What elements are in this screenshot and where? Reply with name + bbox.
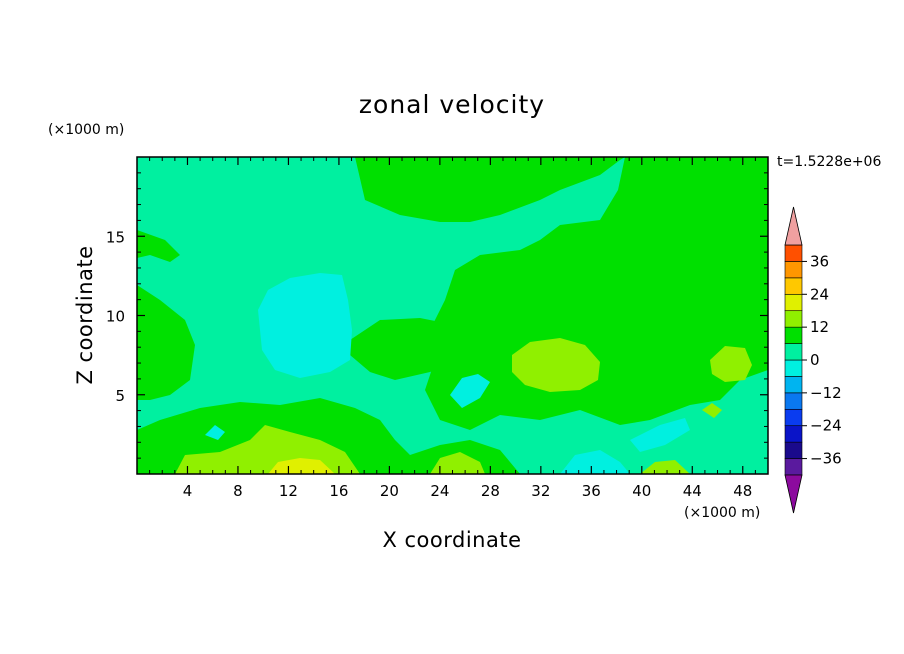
field-positive-upper-left-region [355,157,625,222]
x-tick-label: 4 [183,482,193,500]
y-tick-label: 10 [106,308,125,326]
x-tick-label: 28 [481,482,500,500]
colorbar-segment [784,277,803,295]
colorbar-segment [784,441,803,459]
x-tick-label: 8 [233,482,243,500]
x-unit-label: (×1000 m) [684,505,760,521]
field-positive-right-pocket [710,346,752,382]
colorbar-segment [784,392,803,410]
field-positive-upper-region [355,157,768,430]
colorbar: −36 −24 −12 0 12 24 36 [784,206,842,514]
x-tick-label: 32 [531,482,550,500]
field-positive-left-region [137,285,195,400]
colorbar-tick-label: 12 [810,318,829,336]
chart-title: zonal velocity [359,90,545,119]
y-tick-label: 15 [106,228,125,246]
colorbar-over-triangle [784,206,803,246]
field-positive-bottom-right-pocket [640,460,690,474]
field-positive-right-center-pocket [512,338,600,392]
x-tick-label: 16 [329,482,348,500]
colorbar-segment [784,376,803,394]
y-tick-label: 5 [115,387,125,405]
time-label: t=1.5228e+06 [777,154,881,170]
y-axis-ticks: 5 10 15 [106,172,768,459]
colorbar-segment [784,244,803,262]
colorbar-segment [784,359,803,377]
x-tick-label: 40 [632,482,651,500]
field-max-core [268,458,335,474]
colorbar-segment [784,408,803,427]
colorbar-segment [784,261,803,279]
y-unit-label: (×1000 m) [48,122,124,138]
x-tick-label: 48 [733,482,752,500]
field-positive-left-band [137,230,180,262]
colorbar-segment [784,310,803,328]
x-tick-label: 20 [380,482,399,500]
field-negative-center-left-pocket [258,273,352,378]
field-negative-small-pocket [205,425,225,440]
colorbar-under-triangle [784,474,803,514]
colorbar-tick-label: −12 [810,384,842,402]
colorbar-tick-label: 0 [810,351,820,369]
field-positive-bottom-center-pocket [430,452,485,474]
x-tick-label: 12 [279,482,298,500]
x-axis-label: X coordinate [382,528,521,552]
colorbar-tick-label: −36 [810,450,842,468]
field-negative-center-pocket [450,374,490,408]
colorbar-segment [784,326,803,344]
field-negative-right-pocket [630,418,690,452]
colorbar-tick-label: 24 [810,285,829,303]
field-negative-lower-pocket [560,450,630,474]
contour-field [137,157,768,474]
x-tick-label: 44 [683,482,702,500]
x-tick-label: 24 [430,482,449,500]
colorbar-segment [784,293,803,312]
colorbar-segment [784,425,803,443]
x-tick-label: 36 [582,482,601,500]
field-positive-middle-band [350,318,470,380]
colorbar-segment [784,458,803,476]
colorbar-tick-label: −24 [810,417,842,435]
colorbar-segment [784,343,803,361]
colorbar-tick-label: 36 [810,252,829,270]
field-positive-small-pocket [702,403,722,418]
y-axis-label: Z coordinate [73,245,97,384]
x-axis-ticks: 4 8 12 16 20 24 28 32 36 40 44 48 [149,157,756,500]
